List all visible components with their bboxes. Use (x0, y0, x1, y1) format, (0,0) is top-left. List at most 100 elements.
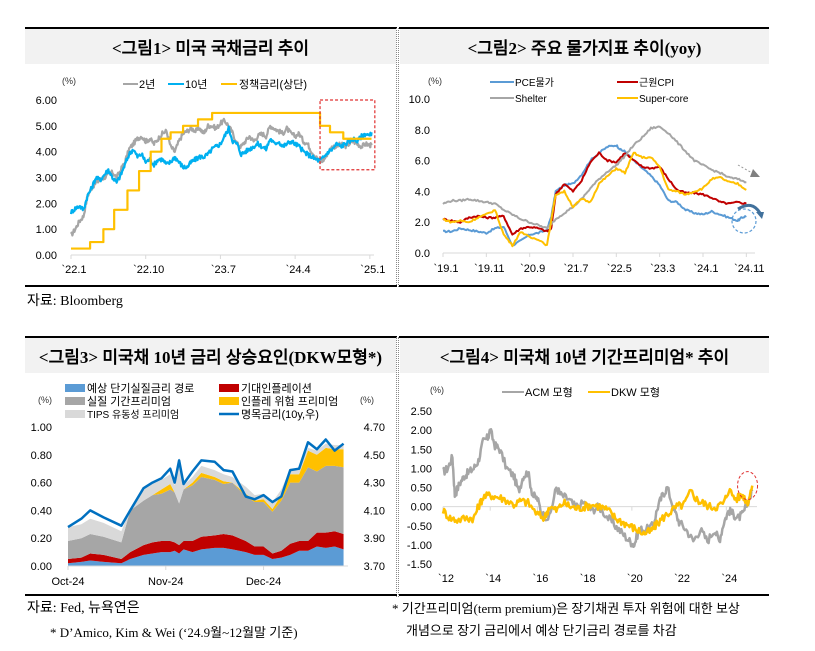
fig2-annotation-circle-icon (731, 203, 764, 234)
x-tick-label: `22 (674, 573, 690, 585)
fig3-source: 자료: Fed, 뉴욕연은 (27, 601, 140, 616)
fig2-ylabel: (%) (428, 76, 442, 86)
fig3-legend-2: 실질 기간프리미엄 (87, 395, 171, 408)
fig3-legend-3: 인플레 위험 프리미엄 (241, 395, 338, 408)
fig3-y2label: (%) (360, 395, 374, 405)
fig3-note: * D’Amico, Kim & Wei (‘24.9월~12월말 기준) (50, 625, 298, 640)
fig4-legend-acm: ACM 모형 (525, 386, 573, 399)
x-tick-label: `16 (532, 573, 548, 585)
area-0 (68, 546, 344, 566)
fig3-title: <그림3> 미국채 10년 금리 상승요인(DKW모형*) (25, 338, 396, 373)
y2-tick-label: 3.90 (364, 533, 385, 545)
fig3-ylabel: (%) (38, 395, 52, 405)
fig2-legend-pce: PCE물가 (515, 77, 554, 89)
fig3-legend-5: 명목금리(10y,우) (241, 408, 319, 421)
x-tick-label: `24.4 (286, 264, 311, 276)
x-tick-label: `25.1 (360, 264, 385, 276)
y-tick-label: 0.50 (411, 483, 432, 495)
area-3 (68, 447, 344, 543)
y-tick-label: 0.40 (31, 505, 52, 517)
y-tick-label: 2.00 (36, 198, 57, 210)
fig3-legend-4: TIPS 유동성 프리미엄 (87, 409, 179, 421)
series-line-0 (442, 428, 754, 549)
x-tick-label: `24 (721, 573, 737, 585)
x-tick-label: `23.7 (211, 264, 236, 276)
y-tick-label: 5.00 (36, 121, 57, 133)
area-2 (68, 465, 344, 560)
y2-tick-label: 4.50 (364, 450, 385, 462)
bottom-rule-right (399, 594, 769, 596)
y-tick-label: 0.80 (31, 450, 52, 462)
fig2-legend-corecpi: 근원CPI (639, 77, 674, 89)
fig1-ylabel: (%) (62, 76, 76, 86)
y-tick-label: 0.60 (31, 478, 52, 490)
series-line-0 (70, 117, 373, 237)
y2-tick-label: 4.30 (364, 478, 385, 490)
y-tick-label: 0.00 (36, 250, 57, 262)
y-tick-label: 6.0 (415, 156, 430, 168)
series-line-2 (442, 125, 747, 229)
x-tick-label: `23.3 (650, 263, 675, 275)
x-tick-label: `22.1 (61, 264, 86, 276)
y2-tick-label: 4.10 (364, 505, 385, 517)
y-tick-label: 4.00 (36, 147, 57, 159)
fig4-title: <그림4> 미국채 10년 기간프리미엄* 추이 (400, 338, 769, 373)
mid-rule-right (399, 285, 769, 287)
y-tick-label: 1.00 (411, 463, 432, 475)
fig1-legend-10y: 10년 (185, 78, 207, 91)
divider-bottom (396, 337, 399, 597)
x-tick-label: `20 (627, 573, 643, 585)
y-tick-label: 3.00 (36, 173, 57, 185)
x-tick-label: Oct-24 (51, 576, 84, 588)
x-tick-label: `14 (485, 573, 501, 585)
fig1-legend-2y: 2년 (139, 78, 155, 91)
fig2-annotation-arrow-icon (737, 164, 760, 177)
sec-rule-left (25, 336, 397, 338)
fig1-legend-policy: 정책금리(상단) (239, 78, 307, 91)
nominal-yield-line (67, 438, 345, 529)
highlight-circle (737, 471, 759, 501)
series-line-3 (442, 151, 747, 248)
fig2-title: <그림2> 주요 물가지표 추이(yoy) (400, 29, 769, 64)
y-tick-label: 4.0 (415, 186, 430, 198)
fig3-legend-0: 예상 단기실질금리 경로 (87, 382, 194, 395)
x-tick-label: `18 (580, 573, 596, 585)
series-line-1 (442, 151, 747, 236)
series-line-2 (71, 111, 372, 250)
y-tick-label: -1.50 (407, 559, 432, 571)
fig4-legend-dkw: DKW 모형 (611, 386, 660, 399)
fig3-legend-1: 기대인플레이션 (241, 382, 312, 395)
fig1-source: 자료: Bloomberg (27, 294, 123, 309)
y-tick-label: -1.00 (407, 540, 432, 552)
y-tick-label: 10.0 (409, 94, 430, 106)
series-line-1 (441, 485, 754, 536)
fig2-chart: (%) 0.0 2.0 4.0 6.0 8.0 10.0 `19.1 `19.11 `20.9… (409, 76, 765, 275)
top-rule-right (399, 27, 769, 29)
fig1-chart: (%) 0.00 1.00 2.00 3.00 4.00 5.00 6.00 `22.1 `2… (36, 76, 386, 276)
fig4-chart: (%) -1.50 -1.00 -0.50 0.00 0.50 1.00 1.50 2.00 2… (407, 385, 759, 585)
fig2-legend-supercore: Super-core (639, 94, 689, 105)
sec-rule-right (399, 336, 769, 338)
x-tick-label: `12 (438, 573, 454, 585)
mid-rule-left (25, 285, 397, 287)
y-tick-label: 0.00 (411, 502, 432, 514)
y-tick-label: 2.0 (415, 217, 430, 229)
y-tick-label: -0.50 (407, 521, 432, 533)
y-tick-label: 0.20 (31, 533, 52, 545)
fig2-legend-shelter: Shelter (515, 94, 547, 105)
x-tick-label: `24.1 (693, 263, 718, 275)
y-tick-label: 2.50 (411, 406, 432, 418)
y-tick-label: 1.00 (36, 224, 57, 236)
series-line-1 (69, 125, 373, 215)
fig4-note-line1: * 기간프리미엄(term premium)은 장기채권 투자 위험에 대한 보… (392, 601, 740, 616)
x-tick-label: `21.7 (563, 263, 588, 275)
fig4-note-line2: 개념으로 장기 금리에서 예상 단기금리 경로를 차감 (406, 623, 677, 638)
y-tick-label: 6.00 (36, 95, 57, 107)
x-tick-label: `22.5 (607, 263, 632, 275)
x-tick-label: Nov-24 (148, 576, 183, 588)
fig3-chart: (%) (%) 0.00 0.20 0.40 0.60 0.80 1.00 3.70 3.9… (31, 382, 385, 588)
y-tick-label: 1.00 (31, 422, 52, 434)
y-tick-label: 1.50 (411, 444, 432, 456)
x-tick-label: `20.9 (520, 263, 545, 275)
fig4-ylabel: (%) (430, 385, 444, 395)
